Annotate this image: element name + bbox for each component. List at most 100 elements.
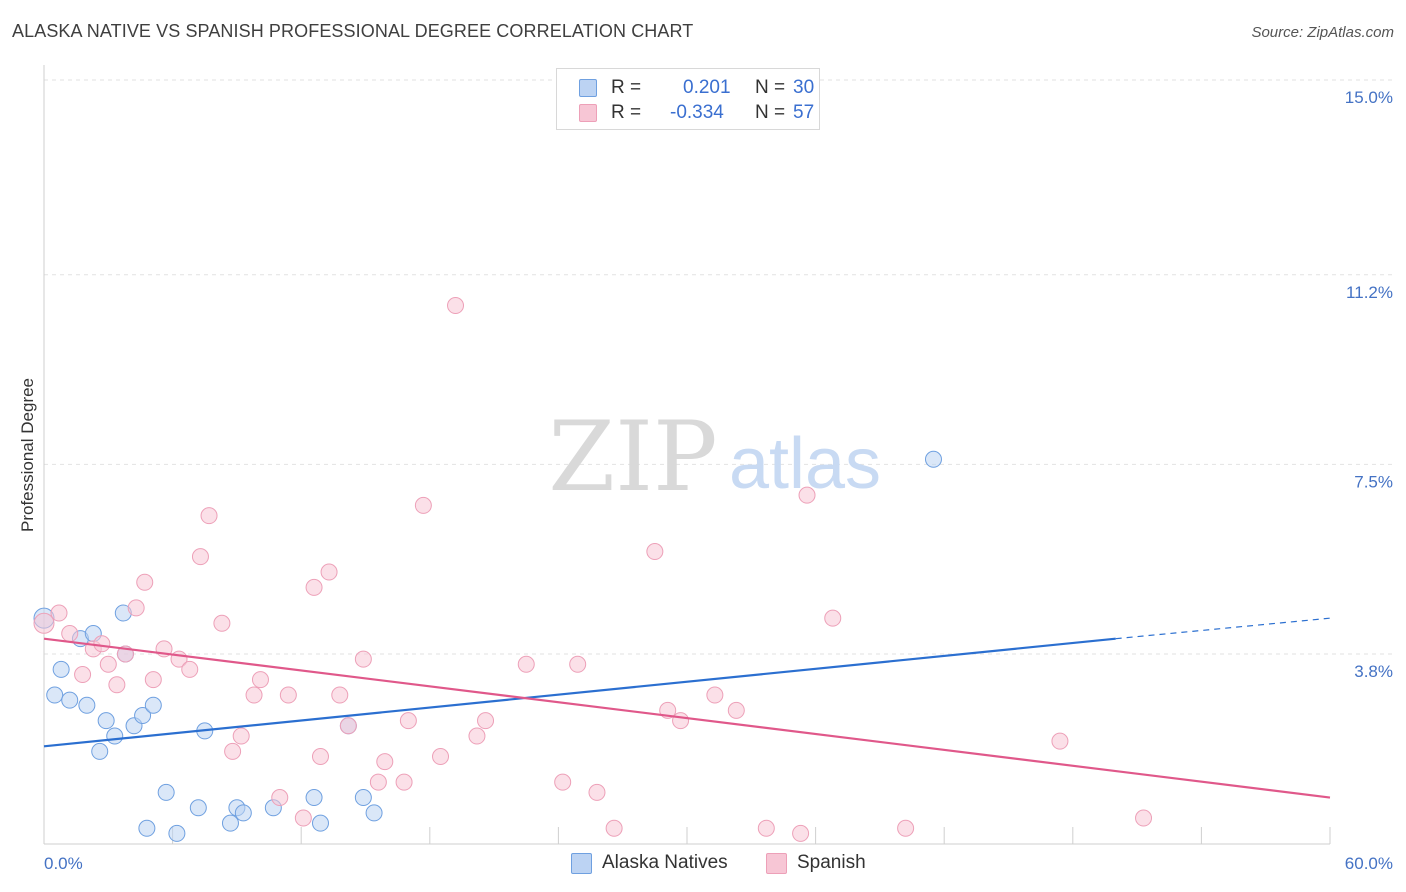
data-point (331, 686, 349, 704)
data-point (1135, 809, 1153, 827)
data-point (33, 612, 55, 634)
data-point (395, 773, 413, 791)
data-point (99, 655, 117, 673)
data-point (93, 635, 111, 653)
data-point (924, 450, 942, 468)
data-point (605, 819, 623, 837)
data-point (181, 660, 199, 678)
data-point (757, 819, 775, 837)
trend-lines (43, 617, 1331, 799)
spanish-swatch (579, 104, 597, 122)
data-point (134, 707, 152, 725)
chart-title: ALASKA NATIVE VS SPANISH PROFESSIONAL DE… (12, 21, 694, 41)
data-points (33, 297, 1153, 842)
data-point (824, 609, 842, 627)
x-tick-min: 0.0% (44, 854, 83, 873)
legend-label: Spanish (797, 852, 866, 873)
n-value: 57 (793, 102, 815, 123)
data-point (414, 496, 432, 514)
data-point (279, 686, 297, 704)
data-point (46, 686, 64, 704)
alaska-natives-swatch (579, 79, 597, 97)
alaska-natives-legend-swatch (571, 853, 592, 874)
series-alaska-natives (33, 450, 942, 842)
data-point (144, 696, 162, 714)
data-point (554, 773, 572, 791)
data-point (200, 507, 218, 525)
data-point (376, 753, 394, 771)
data-point (127, 599, 145, 617)
data-point (320, 563, 338, 581)
y-tick-label: 11.2% (1346, 283, 1393, 302)
data-point (224, 742, 242, 760)
data-point (798, 486, 816, 504)
trend-line (43, 637, 1331, 799)
data-point (91, 742, 109, 760)
data-point (294, 809, 312, 827)
data-point (365, 804, 383, 822)
data-point (232, 727, 250, 745)
data-point (74, 666, 92, 684)
data-point (672, 712, 690, 730)
data-point (234, 804, 252, 822)
data-point (191, 548, 209, 566)
legend-label: Alaska Natives (602, 852, 728, 873)
stats-legend: R = 0.201 N = 30 R = -0.334 N = 57 (556, 68, 820, 130)
data-point (106, 727, 124, 745)
axes: 3.8% 7.5% 11.2% 15.0% (43, 65, 1393, 845)
data-point (311, 814, 329, 832)
y-tick-label: 3.8% (1354, 662, 1393, 681)
trend-line-extension (1115, 617, 1331, 640)
data-point (189, 799, 207, 817)
data-point (588, 783, 606, 801)
y-tick-label: 7.5% (1354, 472, 1393, 491)
data-point (706, 686, 724, 704)
data-point (245, 686, 263, 704)
data-point (251, 671, 269, 689)
data-point (477, 712, 495, 730)
data-point (447, 297, 465, 315)
data-point (144, 671, 162, 689)
n-label: N = (755, 77, 786, 98)
data-point (108, 676, 126, 694)
data-point (897, 819, 915, 837)
data-point (52, 660, 70, 678)
data-point (468, 727, 486, 745)
chart-source: Source: ZipAtlas.com (1251, 24, 1394, 41)
watermark: ZIP atlas (548, 401, 881, 513)
series-spanish (33, 297, 1153, 842)
data-point (432, 748, 450, 766)
r-value: -0.334 (670, 102, 724, 123)
n-value: 30 (793, 77, 815, 98)
gridlines (44, 79, 1393, 655)
data-point (157, 783, 175, 801)
data-point (305, 789, 323, 807)
data-point (221, 814, 239, 832)
data-point (97, 712, 115, 730)
data-point (78, 696, 96, 714)
x-tick-max: 60.0% (1345, 854, 1393, 873)
data-point (569, 655, 587, 673)
data-point (61, 625, 79, 643)
y-axis-label: Professional Degree (18, 378, 37, 532)
watermark-zip: ZIP (548, 401, 717, 513)
data-point (50, 604, 68, 622)
data-point (213, 614, 231, 632)
data-point (138, 819, 156, 837)
data-point (354, 789, 372, 807)
data-point (517, 655, 535, 673)
data-point (271, 789, 289, 807)
n-label: N = (755, 102, 786, 123)
spanish-legend-swatch (766, 853, 787, 874)
data-point (168, 824, 186, 842)
data-point (399, 712, 417, 730)
data-point (792, 824, 810, 842)
data-point (305, 578, 323, 596)
data-point (1051, 732, 1069, 750)
r-label: R = (611, 102, 642, 123)
data-point (369, 773, 387, 791)
r-value: 0.201 (683, 77, 731, 98)
data-point (339, 717, 357, 735)
data-point (136, 573, 154, 591)
